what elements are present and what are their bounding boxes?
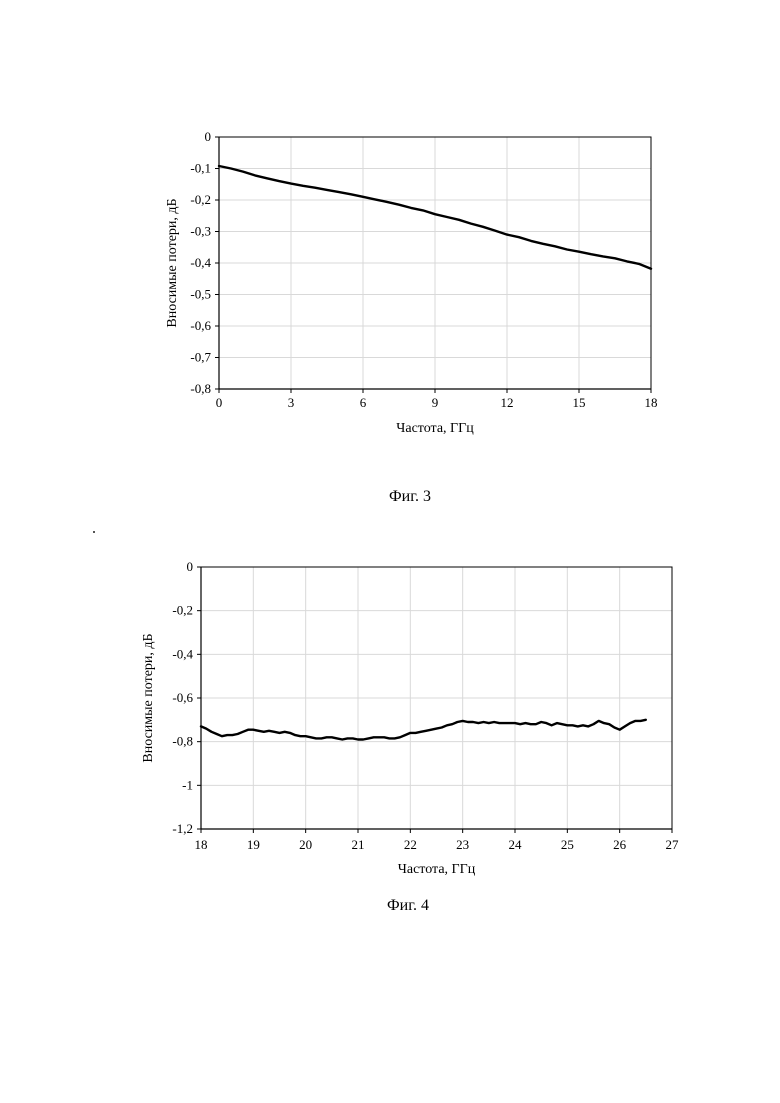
chart-fig3: 0 3 6 9 12 15 18 0 -0,1 -0,2 -0,3 -0,4 -0,5 -0,6 -0,7 -… xyxy=(165,129,658,436)
y-tick-label: -0,4 xyxy=(190,255,211,270)
y-tick-label: -0,4 xyxy=(172,646,193,661)
y-tick-label: -1 xyxy=(182,777,193,792)
x-tick-label: 25 xyxy=(561,837,574,852)
chart-fig4: 18 19 20 21 22 23 24 25 26 27 0 -0,2 -0,4 -0,6 -0,8 -1 -… xyxy=(141,559,679,877)
y-axis-title: Вносимые потери, дБ xyxy=(165,198,180,327)
x-tick-label: 18 xyxy=(645,395,658,410)
x-tick-label: 0 xyxy=(216,395,223,410)
x-axis-title: Частота, ГГц xyxy=(398,862,476,877)
y-tick-label: -0,6 xyxy=(172,690,193,705)
y-axis-title: Вносимые потери, дБ xyxy=(141,633,156,762)
x-tick-label: 26 xyxy=(613,837,627,852)
x-tick-label: 9 xyxy=(432,395,439,410)
stray-dot xyxy=(93,531,95,533)
x-tick-label: 21 xyxy=(352,837,365,852)
y-tick-label: -1,2 xyxy=(172,821,193,836)
x-tick-label: 15 xyxy=(573,395,586,410)
y-tick-label: -0,3 xyxy=(190,224,211,239)
figure-caption-4: Фиг. 4 xyxy=(308,897,508,915)
y-tick-label: -0,7 xyxy=(190,350,211,365)
y-tick-label: -0,2 xyxy=(190,192,211,207)
x-tick-label: 23 xyxy=(456,837,469,852)
y-tick-label: -0,2 xyxy=(172,603,193,618)
x-tick-label: 20 xyxy=(299,837,312,852)
figure-caption-3: Фиг. 3 xyxy=(310,488,510,506)
y-tick-label: -0,1 xyxy=(190,161,211,176)
y-tick-label: 0 xyxy=(187,559,194,574)
x-tick-label: 27 xyxy=(666,837,680,852)
series-line xyxy=(201,720,646,740)
x-tick-label: 12 xyxy=(501,395,514,410)
x-tick-label: 3 xyxy=(288,395,295,410)
y-tick-label: -0,5 xyxy=(190,287,211,302)
x-tick-label: 6 xyxy=(360,395,367,410)
x-tick-label: 18 xyxy=(195,837,208,852)
x-tick-label: 24 xyxy=(509,837,523,852)
x-tick-label: 22 xyxy=(404,837,417,852)
y-tick-label: -0,8 xyxy=(190,381,211,396)
x-axis-title: Частота, ГГц xyxy=(396,421,474,436)
y-tick-label: -0,8 xyxy=(172,734,193,749)
y-tick-label: -0,6 xyxy=(190,318,211,333)
x-tick-label: 19 xyxy=(247,837,260,852)
y-tick-label: 0 xyxy=(205,129,212,144)
